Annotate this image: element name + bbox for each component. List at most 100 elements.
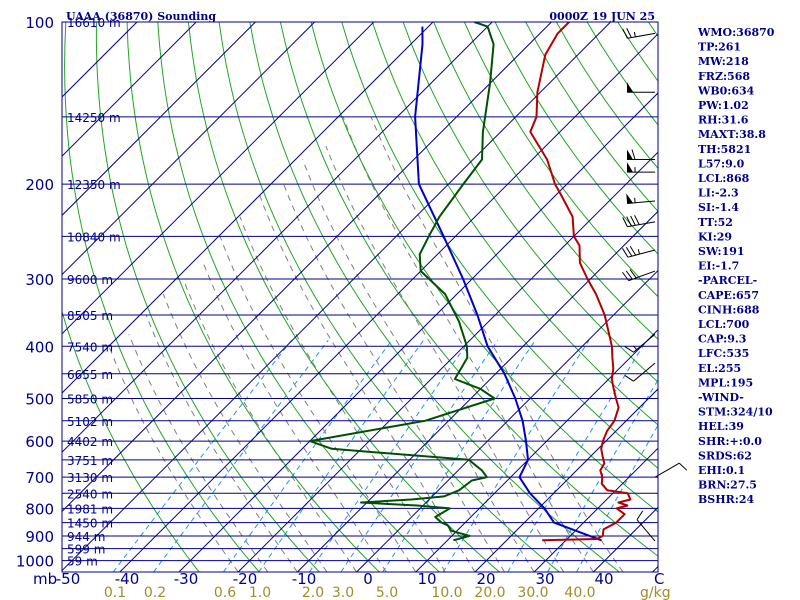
sounding-index: SHR:+:0.0 — [698, 435, 762, 448]
moist-adiabat — [128, 334, 269, 572]
dry-adiabat — [64, 22, 260, 572]
mixing-ratio-line — [258, 340, 425, 572]
height-label: 4402 m — [67, 435, 113, 449]
sounding-index: RH:31.6 — [698, 114, 749, 127]
sounding-index: FRZ:568 — [698, 70, 750, 83]
pressure-tick-label: 900 — [25, 528, 54, 546]
isotherm — [178, 92, 658, 572]
wind-barb — [627, 149, 655, 160]
pressure-unit-label: mb — [33, 570, 57, 588]
pressure-tick-label: 700 — [25, 469, 54, 487]
isotherm — [62, 22, 256, 217]
sounding-index: WMO:36870 — [697, 26, 775, 39]
mixing-ratio-line — [222, 340, 393, 572]
sounding-index: STM:324/10 — [698, 406, 773, 419]
temperature-tick-label: 30 — [535, 570, 554, 588]
sounding-index: LCL:700 — [698, 318, 750, 331]
dry-adiabat — [463, 22, 658, 298]
temperature-tick-label: 10 — [417, 570, 436, 588]
temperature-tick-label: 20 — [476, 570, 495, 588]
height-label: 1450 m — [67, 517, 113, 531]
moist-adiabat — [302, 159, 535, 572]
mixing-ratio-tick-label: 2.0 — [302, 585, 324, 600]
sounding-index: MAXT:38.8 — [698, 128, 766, 141]
dry-adiabat — [433, 22, 658, 340]
isotherm — [62, 22, 315, 276]
isotherm — [62, 22, 611, 572]
mixing-ratio-tick-label: 30.0 — [517, 585, 548, 600]
sounding-index: SW:191 — [698, 245, 745, 258]
mixing-ratio-tick-label: 0.2 — [144, 585, 166, 600]
sounding-index: LFC:535 — [698, 347, 749, 360]
height-label: 1981 m — [67, 502, 113, 516]
height-label: 16610 m — [67, 16, 121, 30]
mixing-ratio-tick-label: 40.0 — [564, 585, 595, 600]
dry-adiabat — [494, 22, 658, 255]
height-label: 944 m — [67, 530, 105, 544]
temperature-tick-label: -50 — [56, 570, 81, 588]
sounding-index: MPL:195 — [698, 376, 753, 389]
sounding-index: WB0:634 — [697, 84, 755, 97]
isotherm — [62, 22, 434, 394]
sounding-index: TT:52 — [698, 216, 733, 229]
height-label: 5102 m — [67, 415, 113, 429]
profiles — [308, 22, 632, 542]
isotherm — [62, 22, 493, 453]
wind-barb — [622, 245, 656, 258]
mixing-ratio-tick-label: 1.0 — [249, 585, 271, 600]
isotherm — [62, 22, 375, 335]
height-label: 3130 m — [67, 471, 113, 485]
sounding-index: BRN:27.5 — [698, 479, 757, 492]
height-label: 12350 m — [67, 178, 121, 192]
mixing-ratio-tick-label: 5.0 — [376, 585, 398, 600]
sounding-index: KI:29 — [698, 230, 732, 243]
temperature-tick-label: -10 — [292, 570, 317, 588]
height-label: 59 m — [67, 555, 98, 569]
sounding-index: TP:261 — [698, 41, 741, 54]
sounding-index: L57:9.0 — [698, 157, 745, 170]
pressure-tick-label: 400 — [25, 338, 54, 356]
height-label: 14250 m — [67, 111, 121, 125]
mixing-ratio-line — [442, 340, 590, 572]
moist-adiabat — [162, 293, 328, 572]
pressure-tick-label: 600 — [25, 433, 54, 451]
temperature-unit-label: C — [654, 570, 664, 588]
dry-adiabat — [157, 22, 440, 572]
dry-adiabat — [218, 22, 560, 572]
sounding-index: -WIND- — [698, 391, 744, 404]
sounding-index: EI:-1.7 — [698, 260, 739, 273]
height-label: 7540 m — [67, 340, 113, 354]
height-label: 3751 m — [67, 454, 113, 468]
pressure-tick-label: 800 — [25, 500, 54, 518]
sounding-index: SI:-1.4 — [698, 201, 739, 214]
sounding-index: PW:1.02 — [698, 99, 749, 112]
isotherm — [297, 210, 658, 572]
sounding-index: EL:255 — [698, 362, 741, 375]
sounding-index: LI:-2.3 — [698, 187, 739, 200]
sounding-index: BSHR:24 — [698, 493, 754, 506]
height-label: 8505 m — [67, 309, 113, 323]
wind-barb — [622, 269, 656, 282]
wind-barb — [624, 362, 656, 382]
station-title: UAAA (36870) Sounding — [66, 10, 216, 23]
height-label: 599 m — [67, 543, 105, 557]
isotherm — [237, 151, 658, 572]
temperature-tick-label: 40 — [594, 570, 613, 588]
dry-adiabat — [95, 22, 320, 572]
isotherm — [533, 447, 658, 572]
wind-barb — [654, 462, 688, 478]
sounding-index: SRDS:62 — [698, 449, 752, 462]
sounding-time: 0000Z 19 JUN 25 — [549, 10, 655, 23]
dry-adiabat — [402, 22, 658, 383]
temperature-tick-label: -20 — [233, 570, 258, 588]
moist-adiabat — [202, 262, 387, 572]
dry-adiabat — [279, 22, 658, 557]
pressure-tick-label: 500 — [25, 390, 54, 408]
sounding-index: CAP:9.3 — [698, 333, 746, 346]
wind-barb — [627, 82, 655, 93]
mixing-ratio-line — [576, 424, 658, 572]
dry-adiabat — [310, 22, 658, 513]
height-label: 5850 m — [67, 392, 113, 406]
